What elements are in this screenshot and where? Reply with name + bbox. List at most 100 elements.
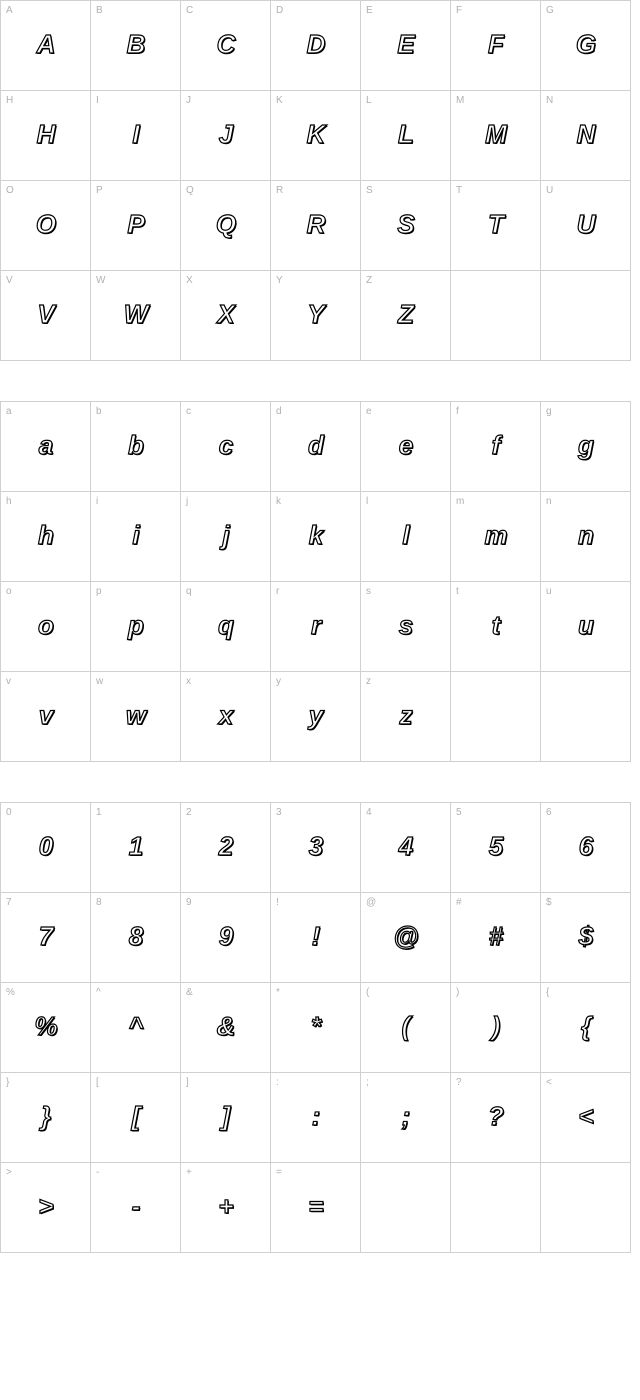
glyph-cell[interactable]: kk	[271, 492, 361, 582]
glyph-cell[interactable]: AA	[1, 1, 91, 91]
glyph-cell[interactable]: >>	[1, 1163, 91, 1253]
glyph-preview: 9	[219, 920, 232, 951]
glyph-cell[interactable]: DD	[271, 1, 361, 91]
glyph-cell[interactable]: ll	[361, 492, 451, 582]
glyph-preview: d	[308, 429, 323, 460]
glyph-preview: 6	[579, 830, 592, 861]
glyph-cell[interactable]: ff	[451, 402, 541, 492]
glyph-cell[interactable]: yy	[271, 672, 361, 762]
glyph-cell[interactable]: **	[271, 983, 361, 1073]
glyph-preview: z	[400, 699, 412, 730]
glyph-cell[interactable]: jj	[181, 492, 271, 582]
glyph-cell[interactable]: QQ	[181, 181, 271, 271]
glyph-cell[interactable]: II	[91, 91, 181, 181]
glyph-cell[interactable]: zz	[361, 672, 451, 762]
glyph-cell[interactable]: FF	[451, 1, 541, 91]
glyph-cell[interactable]: nn	[541, 492, 631, 582]
glyph-cell[interactable]: 22	[181, 803, 271, 893]
glyph-cell[interactable]: aa	[1, 402, 91, 492]
glyph-cell[interactable]: mm	[451, 492, 541, 582]
glyph-cell[interactable]: ss	[361, 582, 451, 672]
glyph-cell[interactable]: PP	[91, 181, 181, 271]
glyph-cell[interactable]: RR	[271, 181, 361, 271]
glyph-cell[interactable]: VV	[1, 271, 91, 361]
glyph-cell[interactable]: LL	[361, 91, 451, 181]
glyph-cell[interactable]: bb	[91, 402, 181, 492]
glyph-cell[interactable]: 00	[1, 803, 91, 893]
glyph-preview: Q	[216, 208, 235, 239]
glyph-cell[interactable]: %%	[1, 983, 91, 1073]
glyph-cell[interactable]: GG	[541, 1, 631, 91]
glyph-cell[interactable]: ??	[451, 1073, 541, 1163]
glyph-cell[interactable]: SS	[361, 181, 451, 271]
glyph-cell[interactable]: JJ	[181, 91, 271, 181]
glyph-cell[interactable]: vv	[1, 672, 91, 762]
glyph-cell[interactable]: cc	[181, 402, 271, 492]
glyph-cell[interactable]: ZZ	[361, 271, 451, 361]
glyph-cell[interactable]: &&	[181, 983, 271, 1073]
glyph-preview: 0	[39, 830, 52, 861]
glyph-cell[interactable]: qq	[181, 582, 271, 672]
glyph-cell[interactable]: $$	[541, 893, 631, 983]
glyph-cell[interactable]: ii	[91, 492, 181, 582]
glyph-cell[interactable]: 44	[361, 803, 451, 893]
glyph-cell[interactable]: dd	[271, 402, 361, 492]
glyph-cell[interactable]: ]]	[181, 1073, 271, 1163]
glyph-cell[interactable]: ee	[361, 402, 451, 492]
glyph-cell[interactable]: uu	[541, 582, 631, 672]
glyph-label: @	[366, 897, 376, 908]
glyph-cell[interactable]: ;;	[361, 1073, 451, 1163]
glyph-cell[interactable]: WW	[91, 271, 181, 361]
glyph-cell[interactable]: MM	[451, 91, 541, 181]
glyph-cell[interactable]: oo	[1, 582, 91, 672]
glyph-cell[interactable]: 99	[181, 893, 271, 983]
glyph-cell[interactable]: YY	[271, 271, 361, 361]
glyph-cell[interactable]: UU	[541, 181, 631, 271]
glyph-cell[interactable]: TT	[451, 181, 541, 271]
glyph-cell[interactable]: KK	[271, 91, 361, 181]
glyph-cell[interactable]: HH	[1, 91, 91, 181]
glyph-label: j	[186, 496, 188, 507]
glyph-cell[interactable]: }}	[1, 1073, 91, 1163]
glyph-cell[interactable]: [[	[91, 1073, 181, 1163]
glyph-cell[interactable]: @@	[361, 893, 451, 983]
glyph-preview: @	[393, 920, 417, 951]
glyph-cell[interactable]: rr	[271, 582, 361, 672]
glyph-cell[interactable]: XX	[181, 271, 271, 361]
glyph-cell[interactable]: xx	[181, 672, 271, 762]
glyph-cell[interactable]: ==	[271, 1163, 361, 1253]
glyph-cell[interactable]: 11	[91, 803, 181, 893]
glyph-cell[interactable]: ww	[91, 672, 181, 762]
glyph-cell[interactable]: pp	[91, 582, 181, 672]
glyph-cell[interactable]: hh	[1, 492, 91, 582]
glyph-cell[interactable]: tt	[451, 582, 541, 672]
glyph-cell[interactable]: ))	[451, 983, 541, 1073]
glyph-preview: =	[308, 1190, 322, 1221]
glyph-cell[interactable]: !!	[271, 893, 361, 983]
glyph-cell[interactable]: ##	[451, 893, 541, 983]
glyph-cell[interactable]: <<	[541, 1073, 631, 1163]
glyph-cell[interactable]: --	[91, 1163, 181, 1253]
glyph-cell[interactable]: 33	[271, 803, 361, 893]
glyph-cell[interactable]: 66	[541, 803, 631, 893]
glyph-cell	[361, 1163, 451, 1253]
glyph-cell[interactable]: ++	[181, 1163, 271, 1253]
glyph-label: m	[456, 496, 464, 507]
glyph-cell[interactable]: gg	[541, 402, 631, 492]
glyph-cell[interactable]: OO	[1, 181, 91, 271]
glyph-cell[interactable]: {{	[541, 983, 631, 1073]
glyph-cell[interactable]: 55	[451, 803, 541, 893]
glyph-cell[interactable]: ::	[271, 1073, 361, 1163]
glyph-cell[interactable]: NN	[541, 91, 631, 181]
glyph-cell[interactable]: ((	[361, 983, 451, 1073]
glyph-label: $	[546, 897, 552, 908]
glyph-cell[interactable]: CC	[181, 1, 271, 91]
glyph-cell[interactable]: BB	[91, 1, 181, 91]
glyph-cell[interactable]: ^^	[91, 983, 181, 1073]
glyph-label: %	[6, 987, 15, 998]
glyph-preview: h	[38, 519, 53, 550]
glyph-cell[interactable]: 77	[1, 893, 91, 983]
glyph-preview: y	[309, 699, 322, 730]
glyph-cell[interactable]: 88	[91, 893, 181, 983]
glyph-cell[interactable]: EE	[361, 1, 451, 91]
